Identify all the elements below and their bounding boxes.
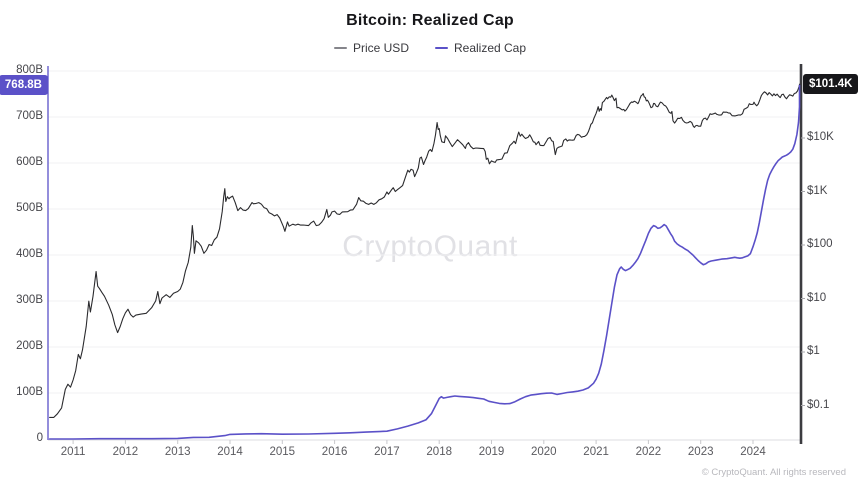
right-axis-label: $10 [807, 291, 827, 304]
legend-item-price-usd[interactable]: Price USD [333, 41, 409, 55]
price-usd-line-swatch-icon [333, 47, 347, 49]
left-axis-label: 0 [36, 432, 43, 444]
x-axis-label: 2014 [217, 446, 243, 458]
x-axis-label: 2017 [374, 446, 400, 458]
realized-cap-series-line [48, 84, 801, 440]
copyright-notice: © CryptoQuant. All rights reserved [701, 467, 846, 478]
right-axis-label: $0.1 [807, 398, 830, 411]
left-axis-label: 100B [16, 386, 43, 398]
left-axis-label: 300B [16, 294, 43, 306]
legend-label-price-usd: Price USD [352, 41, 409, 55]
right-axis-label: $10K [807, 131, 834, 143]
x-axis-label: 2011 [60, 446, 86, 458]
legend-label-realized-cap: Realized Cap [453, 41, 527, 55]
x-axis-label: 2024 [740, 446, 766, 458]
x-axis-label: 2012 [112, 446, 139, 458]
x-axis-label: 2015 [269, 446, 296, 458]
chart-title: Bitcoin: Realized Cap [346, 12, 514, 29]
price-usd-series-line [49, 83, 801, 418]
x-axis-label: 2023 [687, 446, 714, 458]
right-axis-label: $1K [807, 184, 828, 197]
left-axis-label: 700B [16, 110, 43, 122]
x-axis-label: 2022 [635, 446, 662, 458]
x-axis-label: 2016 [321, 446, 348, 458]
right-axis-label: $100 [807, 238, 833, 250]
x-axis-label: 2019 [478, 446, 505, 458]
x-axis-label: 2021 [583, 446, 609, 458]
left-axis-label: 400B [16, 248, 43, 260]
realized-cap-value-badge: 768.8B [0, 75, 48, 96]
left-axis-label: 800B [16, 64, 43, 76]
right-axis-label: $1 [807, 345, 820, 357]
left-axis-label: 500B [16, 202, 43, 214]
left-axis-label: 600B [16, 156, 43, 168]
legend-item-realized-cap[interactable]: Realized Cap [434, 41, 527, 55]
left-axis-label: 200B [16, 340, 43, 352]
chart-legend: Price USD Realized Cap [0, 40, 860, 56]
price-value-badge: $101.4K [803, 74, 859, 95]
cryptoquant-watermark: CryptoQuant [342, 230, 518, 263]
x-axis-label: 2013 [164, 446, 191, 458]
x-axis-label: 2020 [531, 446, 557, 458]
realized-cap-line-swatch-icon [434, 47, 448, 49]
x-axis-label: 2018 [426, 446, 452, 458]
